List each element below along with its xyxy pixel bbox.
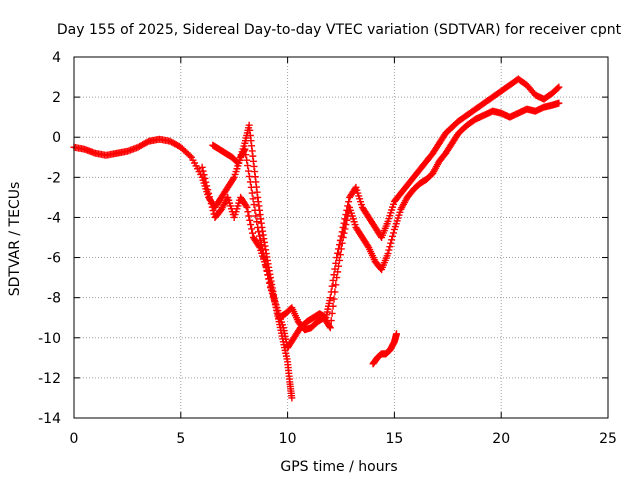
data-point <box>389 232 397 240</box>
data-point <box>242 202 250 210</box>
data-point <box>387 239 395 247</box>
data-point <box>337 245 345 253</box>
data-point <box>334 268 342 276</box>
y-tick-label: -8 <box>47 291 61 307</box>
data-point <box>203 182 211 190</box>
y-tick-label: 0 <box>52 130 61 146</box>
series-track-c <box>209 121 296 402</box>
data-point <box>252 212 260 220</box>
x-tick-label: 0 <box>70 431 79 447</box>
plot-frame <box>73 56 609 419</box>
axis-ticks: 0 5 10 15 20 25 -14 -12 -10 -8 -6 -4 -2 0 2 4 <box>38 50 617 447</box>
data-point <box>555 83 563 91</box>
data-point <box>247 221 255 229</box>
y-tick-label: -10 <box>38 331 61 347</box>
x-tick-label: 15 <box>385 431 403 447</box>
data-point <box>243 203 251 211</box>
y-tick-label: -4 <box>47 210 61 226</box>
data-point <box>338 239 346 247</box>
data-point <box>341 225 349 233</box>
x-tick-label: 5 <box>176 431 185 447</box>
data-point <box>325 322 333 330</box>
x-tick-label: 25 <box>599 431 617 447</box>
data-point <box>329 276 337 284</box>
data-point <box>331 288 339 296</box>
data-point <box>207 200 215 208</box>
data-point <box>339 234 347 241</box>
data-point <box>186 152 194 160</box>
data-point <box>326 294 334 302</box>
data-point <box>389 229 397 237</box>
data-point <box>253 218 261 226</box>
data-point <box>208 203 216 211</box>
data-point <box>248 189 256 197</box>
data-point <box>244 162 252 170</box>
data-point <box>245 212 253 220</box>
data-point <box>332 281 340 289</box>
data-point <box>343 216 351 224</box>
data-point <box>143 138 151 146</box>
x-tick-label: 10 <box>279 431 297 447</box>
y-tick-label: 4 <box>52 50 61 66</box>
data-point <box>385 246 393 254</box>
data-point <box>328 309 336 317</box>
data-point <box>327 317 335 325</box>
y-tick-label: -14 <box>38 411 61 427</box>
data-point <box>393 330 401 338</box>
data-point <box>386 243 394 251</box>
data-point <box>245 167 253 175</box>
data-point <box>209 207 217 215</box>
data-point <box>329 302 337 310</box>
data-point <box>288 394 296 402</box>
data-point <box>345 198 353 206</box>
data-point <box>229 175 237 183</box>
data-point <box>335 262 343 270</box>
y-axis-label: SDTVAR / TECUs <box>7 182 23 297</box>
series-track-d <box>369 330 401 368</box>
data-point <box>250 201 258 209</box>
data-point <box>340 229 348 237</box>
data-point <box>326 324 334 332</box>
data-point <box>554 84 562 92</box>
data-point <box>328 282 336 290</box>
series-track-b <box>198 99 563 334</box>
x-axis-label: GPS time / hours <box>280 459 397 475</box>
data-point <box>249 195 257 203</box>
data-point <box>388 236 396 244</box>
data-point <box>198 163 206 171</box>
data-point <box>336 251 344 259</box>
data-point <box>256 232 264 240</box>
chart-title: Day 155 of 2025, Sidereal Day-to-day VTE… <box>57 22 622 38</box>
data-point <box>255 242 263 250</box>
data-point <box>243 156 251 164</box>
data-point <box>202 178 210 186</box>
data-point <box>199 167 207 175</box>
data-point <box>206 196 214 204</box>
x-tick-label: 20 <box>492 431 510 447</box>
data-point <box>248 225 256 233</box>
data-point <box>555 99 563 107</box>
data-point <box>200 171 208 179</box>
y-tick-label: 2 <box>52 90 61 106</box>
data-point <box>249 229 257 237</box>
y-tick-label: -6 <box>47 251 61 267</box>
y-tick-label: -12 <box>38 371 61 387</box>
data-point <box>384 250 392 258</box>
data-point <box>244 208 252 216</box>
data-point <box>333 274 341 282</box>
data-markers <box>70 75 563 402</box>
data-point <box>204 186 212 194</box>
data-point <box>205 189 213 197</box>
data-point <box>201 174 209 182</box>
data-point <box>246 216 254 224</box>
data-point <box>205 193 213 201</box>
data-point <box>330 295 338 303</box>
data-point <box>342 221 350 229</box>
y-tick-label: -2 <box>47 170 61 186</box>
data-point <box>335 256 343 264</box>
